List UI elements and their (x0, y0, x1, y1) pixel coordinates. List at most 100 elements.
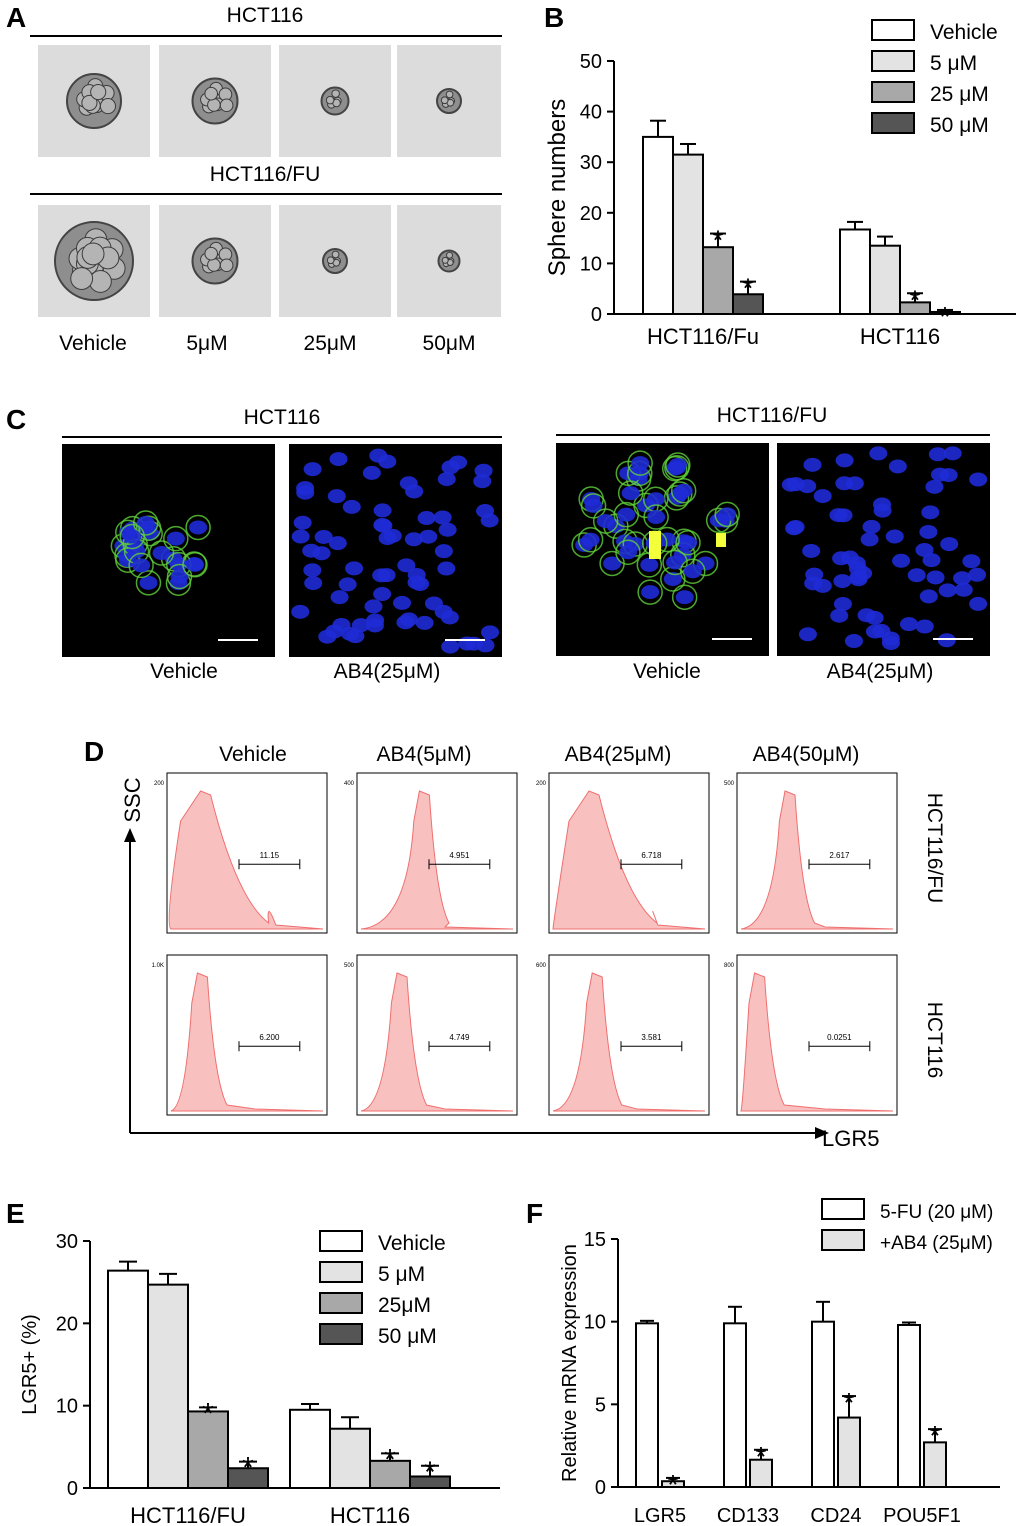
nucleus (399, 476, 418, 491)
membrane (135, 515, 162, 541)
significance-star: * (713, 225, 724, 256)
nucleus (832, 551, 851, 566)
nucleus (325, 624, 344, 639)
nucleus (476, 504, 495, 519)
nucleus (798, 479, 817, 494)
bar (187, 1410, 229, 1489)
nucleus (802, 543, 821, 558)
bar (811, 1320, 835, 1488)
nucleus (474, 463, 493, 478)
bar (642, 135, 674, 315)
ssc-label: SSC (120, 777, 145, 822)
nucleus (618, 545, 637, 560)
flow-row-label: HCT116/FU (923, 793, 946, 903)
nucleus (378, 531, 397, 546)
nucleus (849, 570, 868, 585)
nucleus (603, 556, 622, 571)
panel-c-group1-rule (62, 436, 502, 438)
legend-swatch (821, 1198, 865, 1220)
significance-star: * (930, 1420, 941, 1451)
nucleus (928, 447, 947, 462)
flow-histogram (170, 972, 324, 1112)
panel-d-col-label: AB4(25μM) (564, 743, 672, 766)
y-tick-label: 20 (580, 203, 602, 225)
nucleus (885, 529, 904, 544)
sphere-image (397, 205, 501, 317)
sphere-image (38, 45, 150, 157)
category-label: CD24 (810, 1505, 861, 1526)
nucleus (617, 507, 636, 522)
membrane (185, 514, 211, 541)
nucleus (835, 476, 854, 491)
legend-swatch (821, 1229, 865, 1251)
gate-percentage: 3.581 (641, 1033, 662, 1042)
flow-histogram (360, 790, 514, 930)
membrane (182, 552, 208, 578)
gate-percentage: 6.718 (641, 851, 662, 860)
category-label: HCT116 (330, 1503, 410, 1526)
nucleus (921, 505, 940, 520)
nucleus (303, 563, 322, 578)
confocal-drawing (110, 510, 258, 641)
nucleus (781, 477, 800, 492)
nucleus (373, 503, 392, 518)
cell (219, 98, 234, 113)
nucleus (364, 599, 383, 614)
nucleus (441, 460, 460, 475)
membrane (163, 525, 189, 552)
cell (331, 250, 340, 259)
legend-swatch (871, 81, 915, 103)
sphere-drawing (191, 237, 239, 285)
cell (70, 267, 94, 290)
nucleus (441, 639, 460, 654)
category-label: HCT116/Fu (647, 324, 759, 349)
bar (635, 1322, 659, 1488)
nucleus (922, 553, 941, 568)
membrane (675, 529, 701, 556)
membrane (643, 504, 669, 530)
nucleus (803, 457, 822, 472)
nucleus (718, 507, 737, 522)
cell (81, 242, 105, 266)
bar (723, 1322, 747, 1488)
nucleus (844, 634, 863, 649)
y-max-tick: 800 (724, 963, 735, 969)
nucleus (674, 483, 693, 498)
nucleus (881, 636, 900, 651)
nucleus (968, 567, 987, 582)
y-axis-label: Relative mRNA expression (559, 1244, 581, 1482)
category-label: CD133 (717, 1505, 779, 1526)
nucleus (185, 557, 204, 572)
cell (204, 86, 218, 101)
significance-star: * (202, 1397, 214, 1430)
nucleus (926, 570, 945, 585)
nucleus (872, 497, 891, 512)
membrane (692, 550, 719, 577)
membrane (662, 549, 688, 576)
membrane (714, 501, 740, 528)
significance-star: * (940, 301, 951, 332)
nucleus (862, 519, 881, 534)
nucleus (584, 498, 603, 513)
nucleus (330, 590, 349, 605)
nucleus (641, 585, 660, 600)
bar (661, 1480, 685, 1489)
membrane (617, 480, 644, 506)
nucleus (640, 557, 659, 572)
confocal-image (62, 444, 275, 657)
nucleus (943, 446, 962, 461)
nucleus (829, 508, 848, 523)
nucleus (397, 558, 416, 573)
flow-row-label: HCT116 (923, 1002, 946, 1079)
nucleus (296, 485, 315, 500)
nucleus (865, 610, 884, 625)
nucleus (132, 558, 151, 573)
nucleus (166, 531, 185, 546)
bar (329, 1427, 371, 1489)
nucleus (962, 554, 981, 569)
panel-a-row1-rule (30, 35, 502, 37)
panel-b-letter: B (544, 2, 565, 33)
nucleus (798, 627, 817, 642)
significance-star: * (910, 284, 921, 315)
cell (441, 256, 449, 264)
